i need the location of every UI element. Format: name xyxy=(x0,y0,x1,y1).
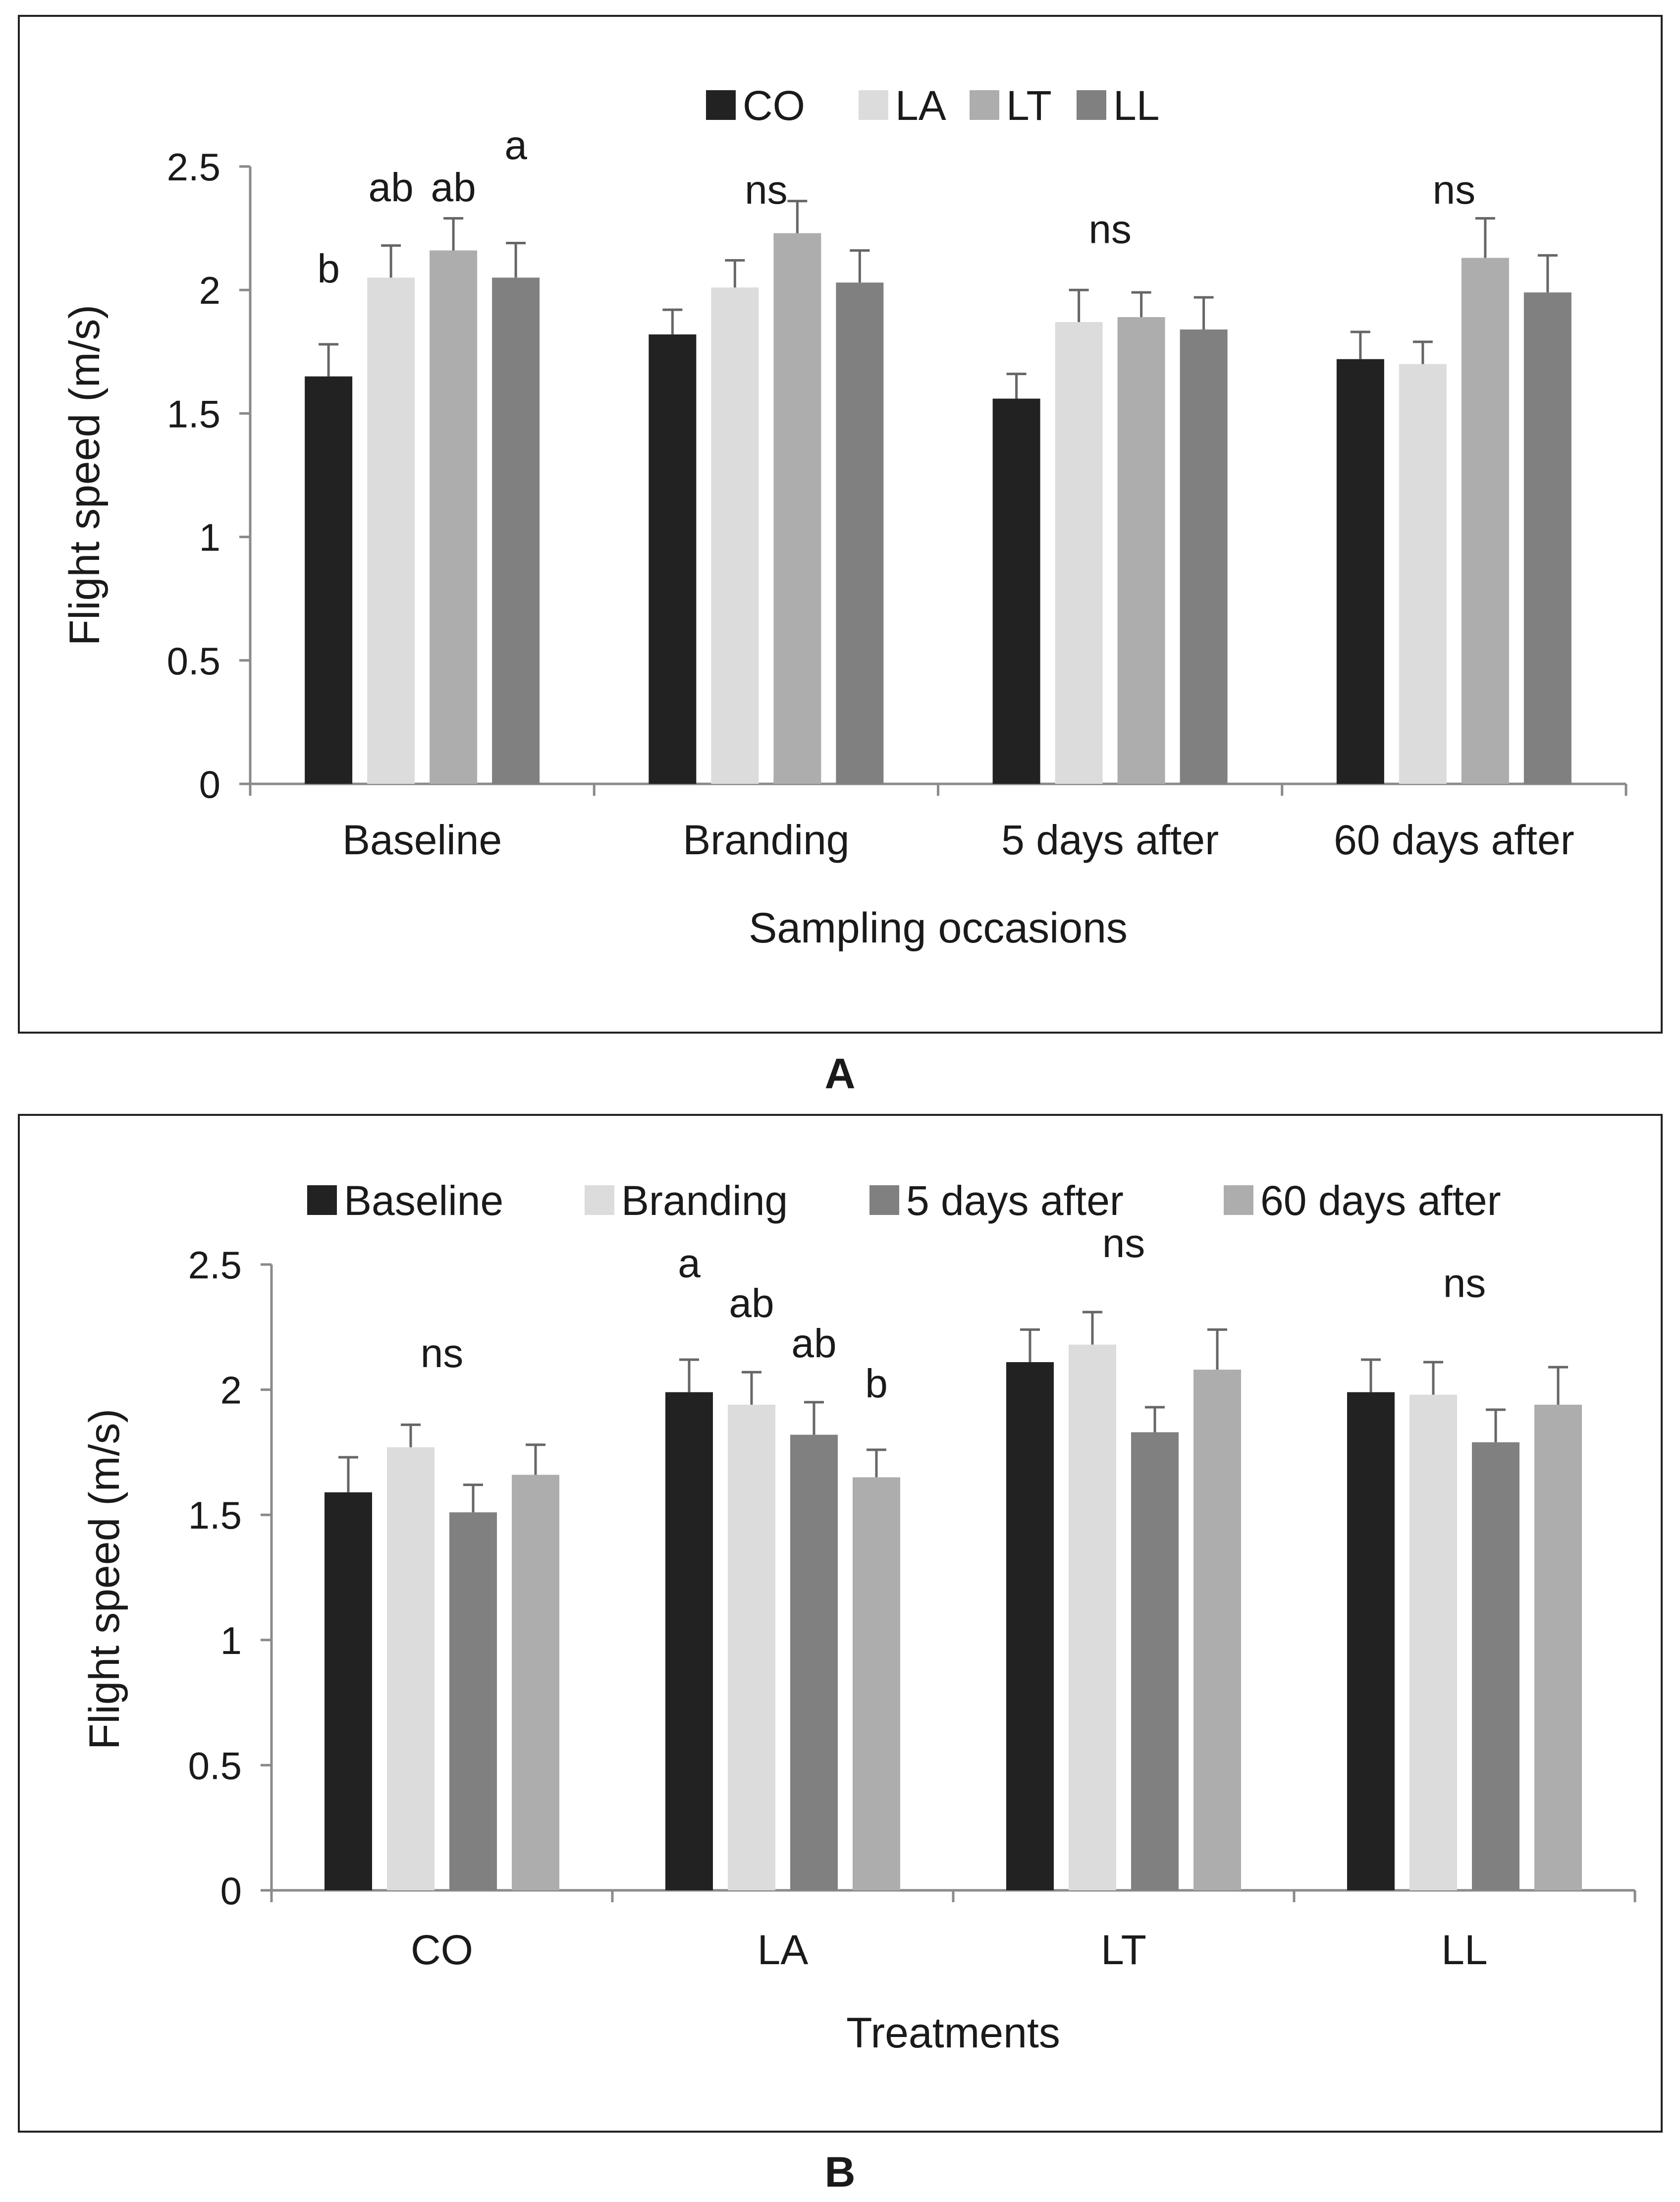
bar-chart-b: Baseline Branding 5 days after 60 days afte… xyxy=(81,1177,1636,2057)
x-tick-label: LA xyxy=(758,1927,809,1973)
y-tick-label: 2 xyxy=(199,269,220,312)
bar-co-5-days-after xyxy=(992,398,1040,784)
legend-swatch-5-days-after xyxy=(869,1185,899,1215)
bar-lt-branding xyxy=(773,233,821,784)
bar-branding-lt xyxy=(1069,1344,1116,1890)
significance-label: a xyxy=(678,1241,701,1286)
significance-label: ns xyxy=(1433,167,1476,213)
y-axis-title: Flight speed (m/s) xyxy=(61,305,108,646)
legend-label-la: LA xyxy=(895,82,946,129)
y-tick-label: 1 xyxy=(220,1619,242,1662)
y-tick-label: 0 xyxy=(199,763,220,806)
bar-co-baseline xyxy=(305,376,353,784)
bar-ll-branding xyxy=(836,282,884,784)
legend-label-ll: LL xyxy=(1113,82,1159,129)
significance-label: b xyxy=(317,246,340,291)
bar-baseline-co xyxy=(325,1492,372,1890)
bar-baseline-la xyxy=(665,1392,713,1890)
panel-label-a: A xyxy=(824,1050,856,1098)
bar-5-days-after-co xyxy=(449,1512,497,1890)
significance-label: ab xyxy=(369,165,414,210)
bar-co-60-days-after xyxy=(1336,359,1384,784)
legend-swatch-branding xyxy=(585,1185,614,1215)
legend-swatch-ll xyxy=(1077,90,1106,120)
chart-panel-a: CO LA LT LL 0 0.5 1 1.5 2 2.5 Baseline Branding 5 da… xyxy=(18,15,1663,1034)
legend-swatch-lt xyxy=(970,90,999,120)
legend-label-lt: LT xyxy=(1006,82,1052,129)
bar-ll-5-days-after xyxy=(1180,329,1228,784)
significance-label: b xyxy=(865,1361,888,1406)
y-tick-label: 0.5 xyxy=(188,1744,242,1787)
significance-label: ab xyxy=(729,1281,774,1326)
legend-label-co: CO xyxy=(743,82,805,129)
x-tick-label: CO xyxy=(411,1927,473,1973)
x-tick-label: LT xyxy=(1101,1927,1146,1973)
bar-la-branding xyxy=(711,287,759,784)
x-axis-title: Sampling occasions xyxy=(749,904,1128,952)
bar-5-days-after-la xyxy=(790,1434,838,1890)
bar-la-baseline xyxy=(367,277,415,784)
significance-label: ab xyxy=(791,1321,836,1366)
legend-swatch-60-days-after xyxy=(1224,1185,1253,1215)
y-tick-label: 1 xyxy=(199,516,220,559)
x-tick-label: Baseline xyxy=(342,817,502,863)
significance-label: ns xyxy=(745,167,788,213)
y-tick-label: 2 xyxy=(220,1369,242,1412)
legend-swatch-co xyxy=(706,90,736,120)
bar-lt-5-days-after xyxy=(1117,317,1165,784)
y-tick-label: 1.5 xyxy=(188,1493,242,1537)
x-tick-label: 5 days after xyxy=(1001,817,1219,863)
x-tick-label: LL xyxy=(1441,1927,1487,1973)
significance-label: ns xyxy=(1088,207,1132,252)
bar-60-days-after-co xyxy=(512,1475,559,1890)
bar-la-60-days-after xyxy=(1399,364,1447,784)
bar-ll-baseline xyxy=(492,277,540,784)
significance-label: a xyxy=(504,123,527,168)
bar-lt-60-days-after xyxy=(1461,258,1509,784)
bar-lt-baseline xyxy=(430,250,478,784)
bar-5-days-after-ll xyxy=(1472,1442,1519,1890)
significance-label: ns xyxy=(421,1331,464,1376)
y-tick-label: 2.5 xyxy=(188,1243,242,1287)
panel-label-b: B xyxy=(824,2148,856,2196)
significance-label: ns xyxy=(1102,1221,1145,1266)
bar-60-days-after-la xyxy=(853,1477,900,1890)
significance-label: ab xyxy=(431,165,476,210)
legend-swatch-la xyxy=(859,90,888,120)
y-tick-label: 1.5 xyxy=(167,392,220,436)
bar-chart-a: CO LA LT LL 0 0.5 1 1.5 2 2.5 Baseline Branding 5 da… xyxy=(61,82,1627,952)
x-tick-label: Branding xyxy=(683,817,849,863)
legend-label-5-days-after: 5 days after xyxy=(906,1177,1124,1224)
bar-la-5-days-after xyxy=(1055,322,1103,784)
bar-5-days-after-lt xyxy=(1131,1432,1179,1890)
bar-60-days-after-lt xyxy=(1193,1370,1241,1890)
legend-label-baseline: Baseline xyxy=(344,1177,503,1224)
bar-branding-co xyxy=(387,1447,434,1890)
legend-label-branding: Branding xyxy=(621,1177,788,1224)
bar-co-branding xyxy=(649,334,697,784)
significance-label: ns xyxy=(1443,1261,1486,1306)
bar-branding-la xyxy=(728,1404,775,1890)
bar-branding-ll xyxy=(1409,1394,1457,1890)
x-tick-label: 60 days after xyxy=(1334,817,1574,863)
x-axis-title: Treatments xyxy=(846,2009,1060,2057)
legend-swatch-baseline xyxy=(307,1185,337,1215)
y-tick-label: 0.5 xyxy=(167,639,220,683)
y-tick-label: 2.5 xyxy=(167,145,220,189)
bar-baseline-lt xyxy=(1006,1362,1054,1890)
bar-baseline-ll xyxy=(1347,1392,1395,1890)
chart-panel-b: Baseline Branding 5 days after 60 days afte… xyxy=(18,1114,1663,2133)
bar-ll-60-days-after xyxy=(1523,292,1572,784)
legend-label-60-days-after: 60 days after xyxy=(1260,1177,1501,1224)
y-axis-title: Flight speed (m/s) xyxy=(81,1409,128,1750)
y-tick-label: 0 xyxy=(220,1869,242,1913)
bar-60-days-after-ll xyxy=(1534,1404,1582,1890)
